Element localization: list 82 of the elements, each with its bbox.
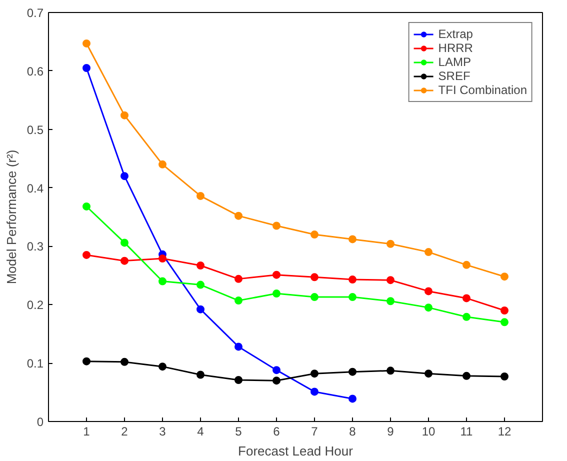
point [386, 276, 394, 284]
point [234, 376, 242, 384]
x-tick-label: 3 [159, 424, 166, 438]
point [158, 254, 166, 262]
point [234, 212, 242, 220]
x-tick-label: 6 [273, 424, 280, 438]
y-axis-title: Model Performance (r²) [4, 150, 19, 284]
legend-label: HRRR [438, 41, 473, 55]
point [120, 111, 128, 120]
point [120, 238, 128, 247]
point [158, 160, 166, 168]
x-tick-label: 11 [460, 424, 474, 438]
legend-label: SREF [438, 69, 470, 83]
x-tick-label: 10 [422, 424, 436, 438]
point [310, 370, 318, 378]
point [424, 248, 432, 256]
y-tick-label: 0.7 [26, 6, 44, 20]
point [462, 260, 470, 269]
point [310, 293, 318, 302]
point [196, 192, 204, 200]
point [82, 357, 90, 366]
y-tick-label: 0.4 [26, 181, 44, 196]
point [234, 296, 242, 305]
point [348, 235, 356, 244]
point [82, 39, 90, 48]
point [348, 276, 356, 284]
point [196, 280, 204, 289]
point [500, 306, 508, 314]
x-tick-label: 12 [498, 424, 512, 438]
point [310, 388, 318, 396]
legend-label: Extrap [438, 27, 473, 41]
point [424, 287, 432, 296]
y-tick-label: 0.3 [26, 240, 44, 254]
point [272, 290, 280, 298]
point [272, 366, 280, 374]
point [348, 368, 356, 376]
x-tick-label: 2 [121, 424, 128, 438]
point [310, 273, 318, 282]
y-tick-label: 0.2 [26, 298, 44, 312]
x-axis-title: Forecast Lead Hour [238, 444, 354, 458]
point [462, 312, 470, 321]
x-tick-label: 9 [387, 424, 394, 438]
point [234, 342, 242, 351]
point [348, 293, 356, 302]
point [120, 172, 128, 180]
point [82, 202, 90, 210]
point [310, 230, 318, 239]
point [272, 222, 280, 230]
point [348, 394, 356, 403]
point [234, 274, 242, 283]
point [424, 304, 432, 312]
x-tick-label: 4 [197, 424, 204, 438]
point [82, 64, 90, 72]
point [500, 272, 508, 281]
point [158, 362, 166, 371]
point [462, 372, 470, 380]
point [500, 372, 508, 381]
point [120, 256, 128, 265]
point [272, 270, 280, 279]
x-tick-label: 7 [311, 424, 318, 438]
point [158, 277, 166, 286]
y-tick-label: 0 [36, 415, 44, 429]
y-tick-label: 0.5 [26, 122, 44, 137]
point [386, 366, 394, 375]
point [196, 305, 204, 314]
x-tick-label: 1 [83, 424, 90, 438]
legend-label: LAMP [438, 55, 471, 69]
point [386, 240, 394, 248]
point [272, 376, 280, 385]
point [386, 297, 394, 306]
x-tick-label: 5 [235, 424, 242, 438]
point [500, 318, 508, 326]
point [196, 262, 204, 270]
point [462, 294, 470, 302]
y-tick-label: 0.6 [26, 64, 44, 78]
point [196, 370, 204, 379]
y-tick-label: 0.1 [26, 356, 44, 371]
point [120, 358, 128, 366]
point [82, 250, 90, 259]
x-tick-label: 8 [349, 424, 356, 438]
legend-label: TFI Combination [438, 83, 527, 97]
point [424, 370, 432, 378]
